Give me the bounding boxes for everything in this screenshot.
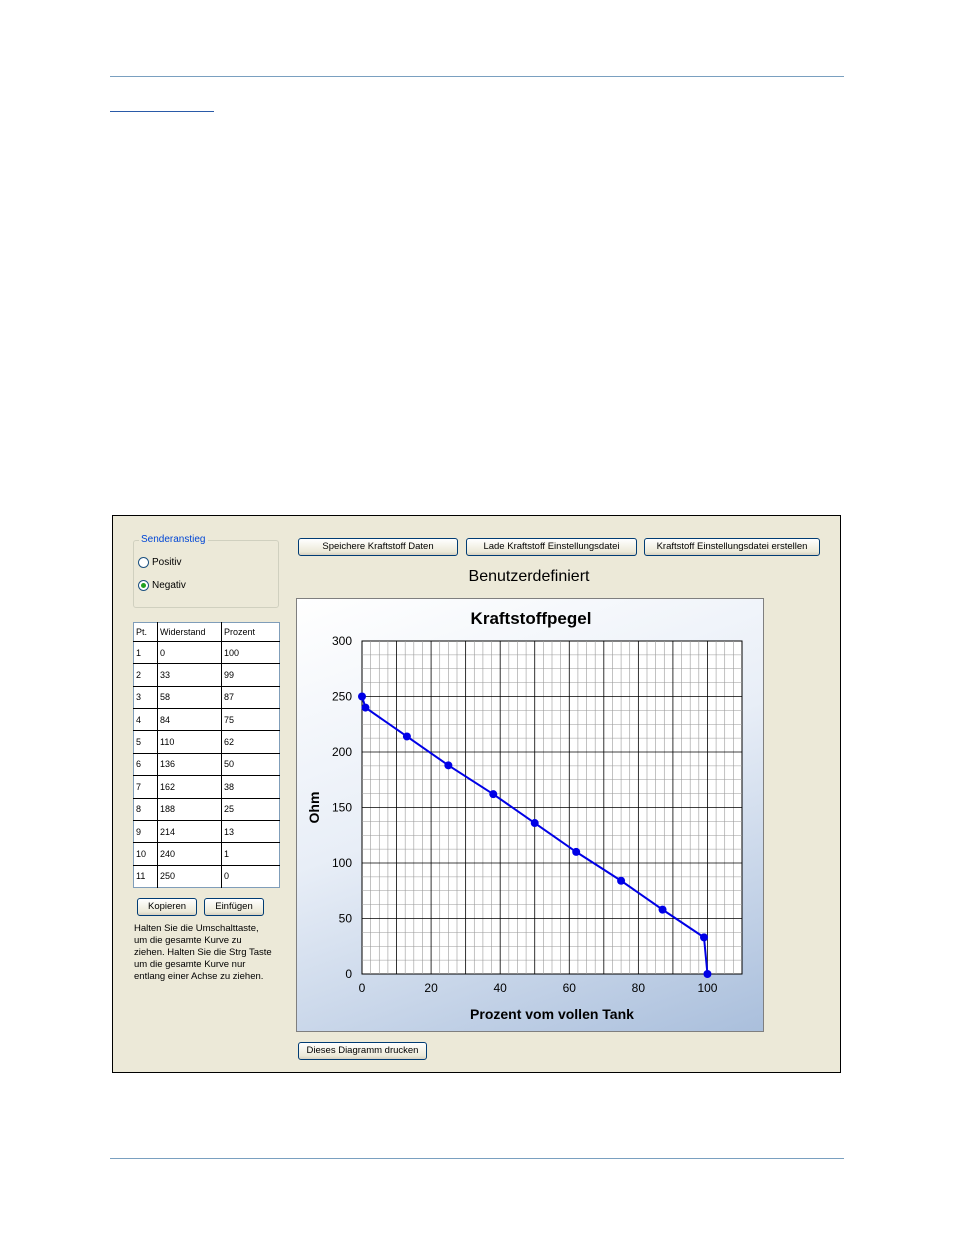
y-tick-label: 300	[332, 634, 352, 648]
fuel-level-chart[interactable]: 0 20 40 60 80 100 0 50 100 150 200 250 300 Kraftstoff…	[296, 598, 764, 1032]
data-point	[358, 692, 366, 701]
x-tick-label: 40	[494, 981, 508, 995]
cell-point[interactable]: 4	[133, 708, 158, 732]
table-row[interactable]: 4 84 75	[133, 708, 280, 732]
x-tick-label: 0	[359, 981, 366, 995]
drag-hint-text: Halten Sie die Umschalttaste, um die ges…	[134, 923, 272, 982]
data-point	[444, 761, 453, 770]
data-point	[617, 876, 626, 885]
data-point	[703, 970, 712, 978]
table-row[interactable]: 2 33 99	[133, 663, 280, 687]
cell-resistance[interactable]: 214	[157, 819, 222, 844]
cell-point[interactable]: 8	[133, 797, 158, 821]
sender-slope-title: Senderanstieg	[139, 534, 208, 545]
chart-title: Kraftstoffpegel	[471, 609, 592, 628]
cell-percent[interactable]: 87	[221, 685, 280, 710]
x-tick-label: 60	[563, 981, 577, 995]
table-row[interactable]: 1 0 100	[133, 640, 280, 665]
y-tick-label: 0	[345, 967, 352, 981]
column-header-resistance: Widerstand	[157, 622, 222, 642]
cell-resistance[interactable]: 136	[157, 752, 222, 777]
cell-percent[interactable]: 75	[221, 708, 280, 732]
column-header-percent: Prozent	[221, 622, 280, 642]
radio-negative-indicator[interactable]	[138, 580, 149, 591]
cell-point[interactable]: 1	[133, 640, 158, 665]
cell-percent[interactable]: 100	[221, 640, 280, 665]
save-fuel-data-button[interactable]: Speichere Kraftstoff Daten	[298, 538, 458, 556]
chart-canvas[interactable]: 0 20 40 60 80 100 0 50 100 150 200 250 300 Kraftstoff…	[297, 599, 763, 1031]
y-tick-label: 200	[332, 745, 352, 759]
fuel-level-window: Senderanstieg Positiv Negativ Pt. Widers…	[112, 515, 841, 1073]
load-fuel-file-button[interactable]: Lade Kraftstoff Einstellungsdatei	[466, 538, 637, 556]
data-point	[530, 819, 539, 828]
cell-percent[interactable]: 0	[221, 864, 280, 888]
cell-point[interactable]: 11	[133, 864, 158, 888]
cell-percent[interactable]: 13	[221, 819, 280, 844]
cell-resistance[interactable]: 0	[157, 640, 222, 665]
cell-resistance[interactable]: 58	[157, 685, 222, 710]
radio-positive-label: Positiv	[152, 557, 182, 568]
table-row[interactable]: 9 214 13	[133, 819, 280, 844]
cell-resistance[interactable]: 240	[157, 842, 222, 866]
cell-point[interactable]: 6	[133, 752, 158, 777]
cell-point[interactable]: 7	[133, 775, 158, 799]
cell-point[interactable]: 3	[133, 685, 158, 710]
x-tick-label: 80	[632, 981, 646, 995]
cell-percent[interactable]: 38	[221, 775, 280, 799]
points-table[interactable]: Pt. Widerstand Prozent 1 0 100 2 33 99 3 58 87 4 8…	[133, 622, 280, 888]
y-tick-label: 50	[339, 912, 353, 926]
data-point	[489, 790, 498, 799]
radio-positive[interactable]: Positiv	[138, 557, 181, 568]
cell-percent[interactable]: 99	[221, 663, 280, 687]
data-point	[402, 732, 411, 741]
y-axis-label: Ohm	[306, 792, 322, 824]
cell-resistance[interactable]: 250	[157, 864, 222, 888]
table-row[interactable]: 8 188 25	[133, 797, 280, 821]
x-tick-label: 100	[697, 981, 717, 995]
cell-resistance[interactable]: 188	[157, 797, 222, 821]
cell-percent[interactable]: 62	[221, 730, 280, 754]
copy-button[interactable]: Kopieren	[137, 898, 197, 916]
cell-percent[interactable]: 25	[221, 797, 280, 821]
cell-resistance[interactable]: 110	[157, 730, 222, 754]
data-point	[658, 905, 667, 914]
radio-negative[interactable]: Negativ	[138, 580, 186, 591]
data-point	[700, 933, 708, 942]
table-row[interactable]: 5 110 62	[133, 730, 280, 754]
header-link-underline	[110, 111, 214, 112]
cell-point[interactable]: 5	[133, 730, 158, 754]
radio-positive-indicator[interactable]	[138, 557, 149, 568]
create-fuel-file-button[interactable]: Kraftstoff Einstellungsdatei erstellen	[644, 538, 820, 556]
cell-resistance[interactable]: 84	[157, 708, 222, 732]
cell-resistance[interactable]: 33	[157, 663, 222, 687]
cell-point[interactable]: 9	[133, 819, 158, 844]
table-row[interactable]: 3 58 87	[133, 685, 280, 710]
table-row[interactable]: 10 240 1	[133, 842, 280, 866]
cell-point[interactable]: 10	[133, 842, 158, 866]
y-tick-label: 150	[332, 801, 352, 815]
print-chart-button[interactable]: Dieses Diagramm drucken	[298, 1042, 427, 1060]
cell-percent[interactable]: 1	[221, 842, 280, 866]
column-header-point: Pt.	[133, 622, 158, 642]
x-axis-label: Prozent vom vollen Tank	[470, 1006, 634, 1022]
data-point	[361, 703, 370, 712]
y-tick-label: 100	[332, 856, 352, 870]
table-row[interactable]: 11 250 0	[133, 864, 280, 888]
page-header-rule	[110, 76, 844, 77]
cell-percent[interactable]: 50	[221, 752, 280, 777]
cell-resistance[interactable]: 162	[157, 775, 222, 799]
y-tick-label: 250	[332, 690, 352, 704]
cell-point[interactable]: 2	[133, 663, 158, 687]
radio-negative-label: Negativ	[152, 580, 186, 591]
table-row[interactable]: 7 162 38	[133, 775, 280, 799]
table-row[interactable]: 6 136 50	[133, 752, 280, 777]
sender-slope-group: Senderanstieg Positiv Negativ	[133, 534, 279, 608]
x-tick-label: 20	[424, 981, 438, 995]
table-header-row: Pt. Widerstand Prozent	[133, 622, 280, 642]
paste-button[interactable]: Einfügen	[204, 898, 264, 916]
data-point	[572, 847, 581, 856]
chart-heading: Benutzerdefiniert	[468, 568, 590, 585]
page-footer-rule	[110, 1158, 844, 1159]
